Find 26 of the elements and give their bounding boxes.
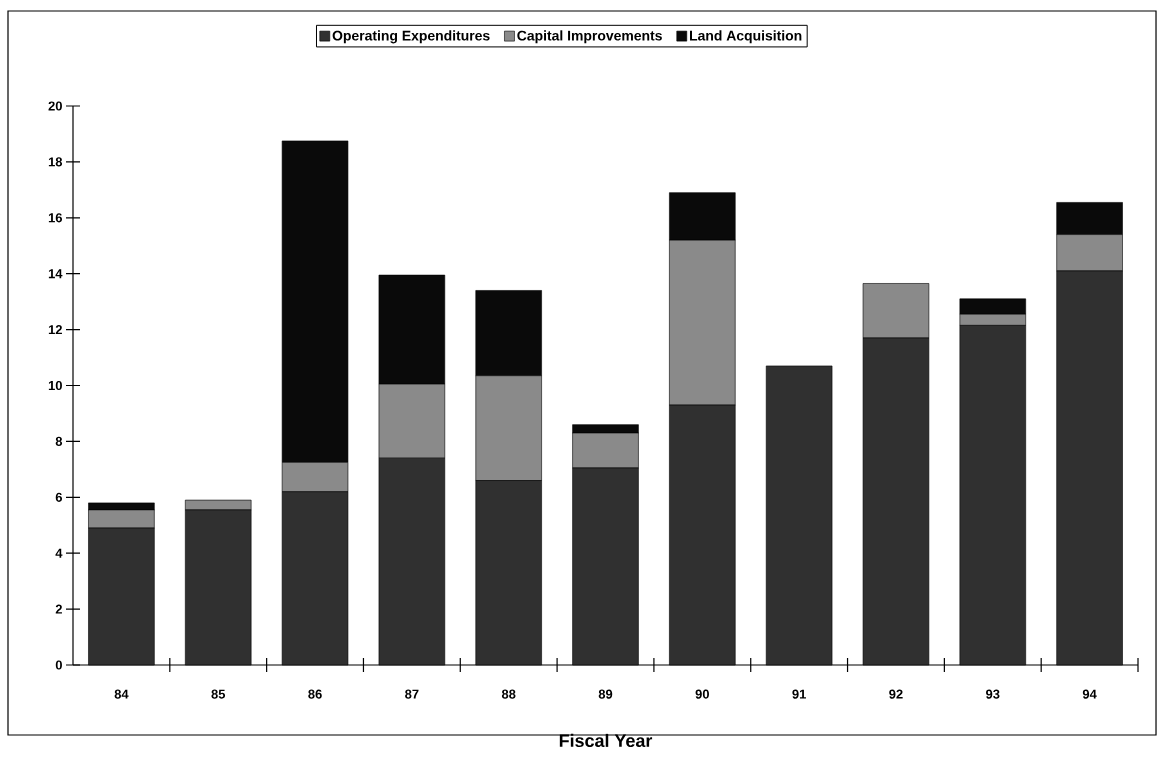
y-tick-label: 8 (55, 436, 63, 446)
y-tick-label: 14 (48, 269, 63, 279)
y-tick-label: 2 (55, 604, 62, 614)
x-tick-label: 88 (501, 689, 516, 699)
y-tick-label: 20 (48, 101, 62, 111)
x-tick-label: 93 (986, 689, 1000, 699)
x-tick-label: 86 (308, 689, 322, 699)
legend-label: Capital Improvements (517, 30, 662, 44)
x-axis-title: Fiscal Year (559, 733, 653, 748)
x-tick-label: 87 (405, 689, 419, 699)
x-tick-label: 85 (211, 689, 226, 699)
legend-label: Operating Expenditures (332, 30, 490, 44)
y-tick-label: 6 (55, 492, 63, 502)
y-tick-label: 0 (55, 660, 62, 670)
x-tick-label: 90 (695, 689, 709, 699)
x-tick-label: 91 (792, 689, 806, 699)
y-tick-label: 16 (48, 213, 63, 223)
x-tick-label: 92 (889, 689, 903, 699)
x-tick-label: 84 (114, 689, 129, 699)
x-tick-label: 94 (1082, 689, 1097, 699)
x-tick-label: 89 (598, 689, 613, 699)
y-tick-label: 12 (48, 325, 62, 335)
legend-label: Land Acquisition (690, 30, 802, 44)
y-tick-label: 10 (48, 380, 62, 391)
y-tick-label: 18 (48, 157, 63, 167)
y-tick-label: 4 (55, 548, 63, 558)
